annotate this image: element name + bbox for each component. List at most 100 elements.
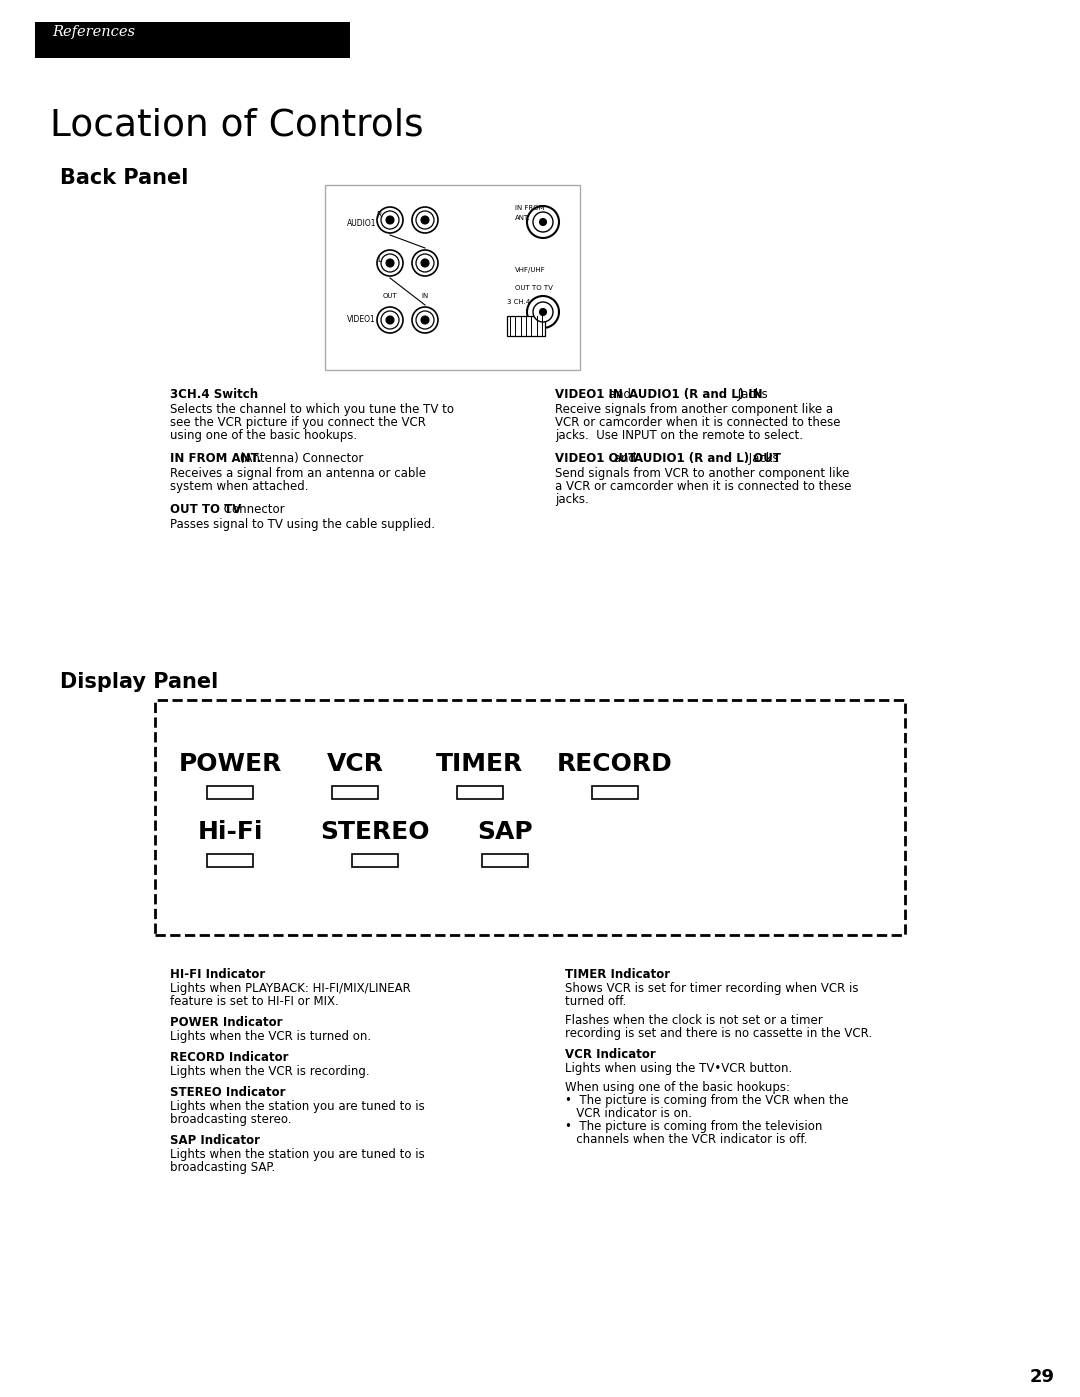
Text: jacks.  Use INPUT on the remote to select.: jacks. Use INPUT on the remote to select… bbox=[555, 429, 804, 441]
Circle shape bbox=[411, 250, 438, 277]
Circle shape bbox=[377, 207, 403, 233]
Text: (Antenna) Connector: (Antenna) Connector bbox=[237, 453, 364, 465]
Circle shape bbox=[411, 307, 438, 332]
Circle shape bbox=[527, 296, 559, 328]
Text: system when attached.: system when attached. bbox=[170, 481, 309, 493]
Text: Jacks: Jacks bbox=[733, 388, 767, 401]
Text: POWER Indicator: POWER Indicator bbox=[170, 1016, 283, 1030]
Text: OUT: OUT bbox=[382, 293, 397, 299]
Text: RECORD Indicator: RECORD Indicator bbox=[170, 1051, 288, 1065]
Bar bbox=[332, 787, 378, 799]
Circle shape bbox=[527, 205, 559, 237]
Circle shape bbox=[534, 212, 553, 232]
Text: Flashes when the clock is not set or a timer: Flashes when the clock is not set or a t… bbox=[565, 1014, 823, 1027]
Bar bbox=[156, 700, 905, 935]
Text: AUDIO1 (R and L) OUT: AUDIO1 (R and L) OUT bbox=[634, 453, 781, 465]
Bar bbox=[592, 787, 638, 799]
Bar bbox=[507, 316, 545, 337]
Text: Receive signals from another component like a: Receive signals from another component l… bbox=[555, 402, 833, 416]
Circle shape bbox=[381, 211, 399, 229]
Bar bbox=[207, 787, 253, 799]
Circle shape bbox=[416, 254, 434, 272]
Text: L: L bbox=[378, 254, 382, 264]
Text: R: R bbox=[377, 211, 382, 219]
Text: Lights when using the TV•VCR button.: Lights when using the TV•VCR button. bbox=[565, 1062, 793, 1076]
Text: Lights when the station you are tuned to is: Lights when the station you are tuned to… bbox=[170, 1099, 424, 1113]
Circle shape bbox=[421, 217, 429, 224]
Circle shape bbox=[534, 302, 553, 321]
Text: Jacks: Jacks bbox=[744, 453, 779, 465]
Text: Back Panel: Back Panel bbox=[60, 168, 188, 189]
Text: a VCR or camcorder when it is connected to these: a VCR or camcorder when it is connected … bbox=[555, 481, 851, 493]
Text: Lights when the station you are tuned to is: Lights when the station you are tuned to… bbox=[170, 1148, 424, 1161]
Circle shape bbox=[421, 258, 429, 267]
Text: Lights when the VCR is turned on.: Lights when the VCR is turned on. bbox=[170, 1030, 372, 1044]
Text: jacks.: jacks. bbox=[555, 493, 589, 506]
Text: STEREO: STEREO bbox=[321, 820, 430, 844]
Text: IN FROM ANT.: IN FROM ANT. bbox=[170, 453, 261, 465]
Bar bbox=[482, 854, 528, 868]
Text: IN FROM: IN FROM bbox=[515, 205, 544, 211]
Text: channels when the VCR indicator is off.: channels when the VCR indicator is off. bbox=[565, 1133, 808, 1146]
Circle shape bbox=[421, 316, 429, 324]
Circle shape bbox=[386, 258, 394, 267]
Circle shape bbox=[377, 307, 403, 332]
Text: SAP: SAP bbox=[477, 820, 532, 844]
Text: OUT TO TV: OUT TO TV bbox=[170, 503, 241, 515]
Text: VCR indicator is on.: VCR indicator is on. bbox=[565, 1106, 692, 1120]
Bar bbox=[457, 787, 503, 799]
Circle shape bbox=[540, 218, 546, 225]
Circle shape bbox=[386, 316, 394, 324]
Text: STEREO Indicator: STEREO Indicator bbox=[170, 1085, 285, 1099]
Text: turned off.: turned off. bbox=[565, 995, 626, 1009]
Text: POWER: POWER bbox=[178, 752, 282, 775]
Text: AUDIO1 (R and L) IN: AUDIO1 (R and L) IN bbox=[629, 388, 762, 401]
Text: feature is set to HI-FI or MIX.: feature is set to HI-FI or MIX. bbox=[170, 995, 339, 1009]
Text: 3CH.4 Switch: 3CH.4 Switch bbox=[170, 388, 258, 401]
Text: recording is set and there is no cassette in the VCR.: recording is set and there is no cassett… bbox=[565, 1027, 873, 1039]
Text: broadcasting SAP.: broadcasting SAP. bbox=[170, 1161, 275, 1173]
Text: References: References bbox=[52, 25, 135, 39]
Text: Receives a signal from an antenna or cable: Receives a signal from an antenna or cab… bbox=[170, 467, 426, 481]
Circle shape bbox=[416, 312, 434, 330]
Text: VCR: VCR bbox=[326, 752, 383, 775]
Text: VIDEO1: VIDEO1 bbox=[348, 316, 376, 324]
Circle shape bbox=[377, 250, 403, 277]
Text: Connector: Connector bbox=[219, 503, 284, 515]
Text: 29: 29 bbox=[1029, 1368, 1054, 1386]
Circle shape bbox=[386, 217, 394, 224]
Text: and: and bbox=[610, 453, 640, 465]
Text: VIDEO1 OUT: VIDEO1 OUT bbox=[555, 453, 636, 465]
Text: VCR Indicator: VCR Indicator bbox=[565, 1048, 656, 1060]
Text: 3 CH.4: 3 CH.4 bbox=[507, 299, 530, 305]
Text: AUDIO1: AUDIO1 bbox=[347, 219, 376, 229]
Text: using one of the basic hookups.: using one of the basic hookups. bbox=[170, 429, 357, 441]
Circle shape bbox=[411, 207, 438, 233]
Bar bbox=[35, 22, 350, 59]
Text: OUT TO TV: OUT TO TV bbox=[515, 285, 553, 291]
Text: When using one of the basic hookups:: When using one of the basic hookups: bbox=[565, 1081, 789, 1094]
Circle shape bbox=[416, 211, 434, 229]
Text: broadcasting stereo.: broadcasting stereo. bbox=[170, 1113, 292, 1126]
Text: VCR or camcorder when it is connected to these: VCR or camcorder when it is connected to… bbox=[555, 416, 840, 429]
Text: Shows VCR is set for timer recording when VCR is: Shows VCR is set for timer recording whe… bbox=[565, 982, 859, 995]
Text: Location of Controls: Location of Controls bbox=[50, 108, 423, 144]
Bar bbox=[325, 184, 580, 370]
Text: Display Panel: Display Panel bbox=[60, 672, 218, 692]
Circle shape bbox=[381, 312, 399, 330]
Text: Send signals from VCR to another component like: Send signals from VCR to another compone… bbox=[555, 467, 849, 481]
Circle shape bbox=[540, 309, 546, 316]
Text: VHF/UHF: VHF/UHF bbox=[515, 267, 545, 272]
Text: •  The picture is coming from the VCR when the: • The picture is coming from the VCR whe… bbox=[565, 1094, 849, 1106]
Text: Hi-Fi: Hi-Fi bbox=[198, 820, 262, 844]
Text: SAP Indicator: SAP Indicator bbox=[170, 1134, 260, 1147]
Circle shape bbox=[381, 254, 399, 272]
Text: Passes signal to TV using the cable supplied.: Passes signal to TV using the cable supp… bbox=[170, 518, 435, 531]
Bar bbox=[352, 854, 399, 868]
Text: •  The picture is coming from the television: • The picture is coming from the televis… bbox=[565, 1120, 822, 1133]
Text: RECORD: RECORD bbox=[557, 752, 673, 775]
Text: Selects the channel to which you tune the TV to: Selects the channel to which you tune th… bbox=[170, 402, 454, 416]
Text: HI-FI Indicator: HI-FI Indicator bbox=[170, 968, 266, 981]
Text: IN: IN bbox=[421, 293, 429, 299]
Text: VIDEO1 IN: VIDEO1 IN bbox=[555, 388, 623, 401]
